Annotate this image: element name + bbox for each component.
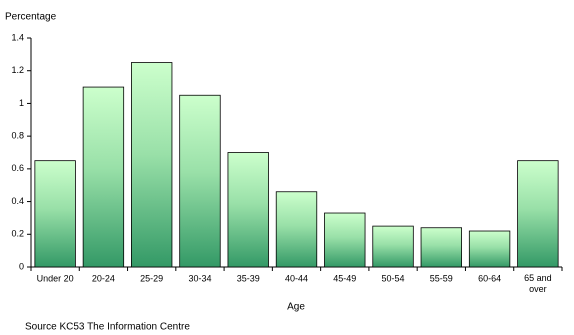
source-note: Source KC53 The Information Centre [25,322,190,333]
bar [420,227,462,268]
x-tick-label: 25-29 [140,273,163,283]
bar [517,160,559,268]
y-tick-label: 0.8 [11,131,24,141]
bar [131,62,173,268]
bar [275,191,318,268]
x-tick-label: 65 and over [524,273,552,294]
bar [82,86,125,268]
y-tick-label: 1.2 [11,65,24,75]
bar [468,230,511,268]
bar [179,94,221,268]
y-tick-label: 0.4 [11,196,24,206]
bar [34,160,76,268]
x-tick-label: 60-64 [478,273,501,283]
y-axis-label: Percentage [5,12,57,23]
x-tick-label: Under 20 [37,273,74,283]
x-tick-label: 55-59 [430,273,453,283]
x-tick-label: 50-54 [382,273,405,283]
bar [324,212,366,268]
y-tick-label: 0.2 [11,229,24,239]
y-tick-label: 1 [19,98,24,108]
x-tick-label: 30-34 [188,273,211,283]
y-tick-label: 1.4 [11,32,24,42]
bar [227,152,269,268]
x-tick-label: 35-39 [237,273,260,283]
x-tick-label: 45-49 [333,273,356,283]
y-tick-label: 0.6 [11,163,24,173]
x-axis-label: Age [287,302,305,313]
x-tick-label: 20-24 [92,273,115,283]
bar [372,225,414,268]
x-tick-label: 40-44 [285,273,308,283]
y-tick-label: 0 [19,261,24,271]
